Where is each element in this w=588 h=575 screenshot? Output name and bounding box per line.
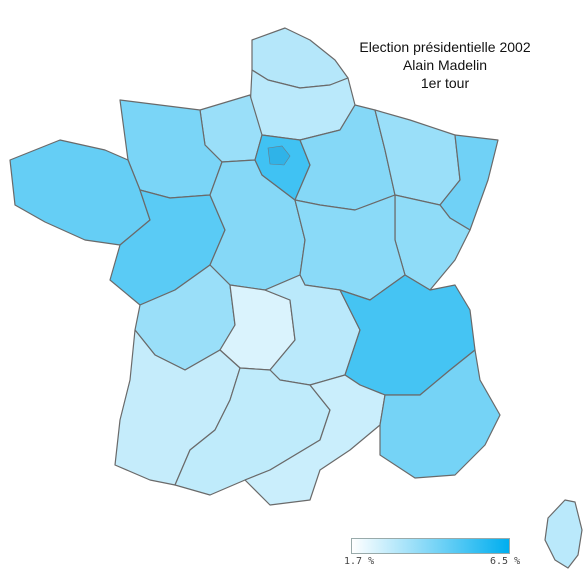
title-line-2: Alain Madelin — [402, 57, 488, 73]
title-line-3: 1er tour — [420, 75, 470, 91]
map-title: Election présidentielle 2002 Alain Madel… — [350, 38, 540, 92]
region-bourgogne[interactable] — [294, 194, 406, 301]
region-corse[interactable] — [544, 499, 583, 569]
region-languedoc[interactable] — [244, 374, 386, 506]
legend-color-bar — [351, 538, 510, 554]
region-paca[interactable] — [379, 349, 501, 479]
paris-area — [267, 145, 291, 166]
legend-max-label: 6.5 % — [490, 556, 521, 567]
title-line-1: Election présidentielle 2002 — [359, 39, 531, 55]
legend-min-label: 1.7 % — [344, 556, 375, 567]
